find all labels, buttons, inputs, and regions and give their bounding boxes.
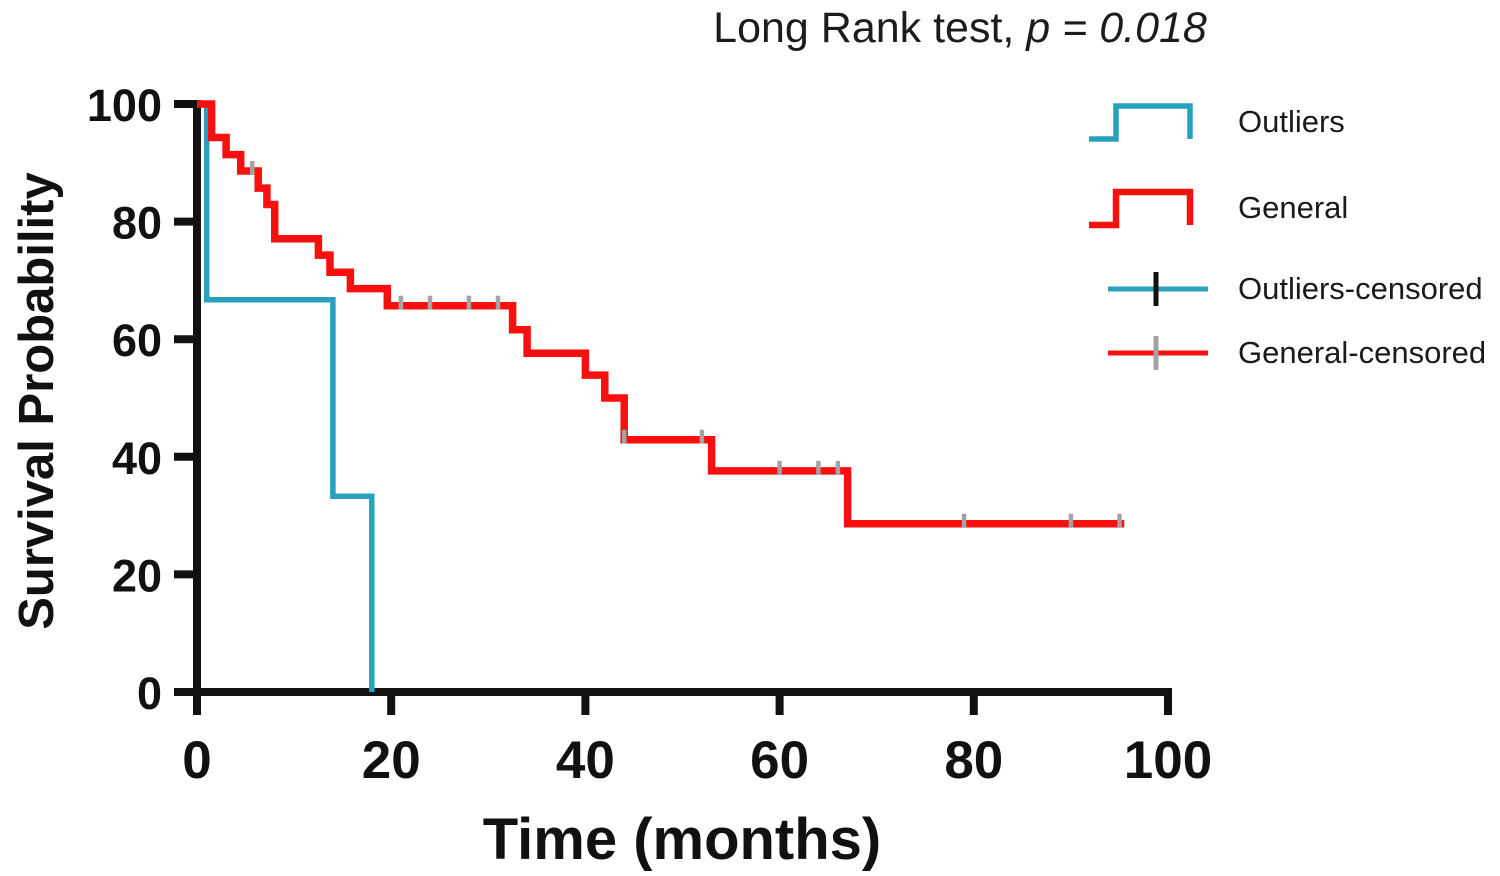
x-tick-label: 80	[944, 731, 1003, 790]
y-tick-label: 40	[112, 433, 162, 484]
outliers-curve	[197, 101, 375, 692]
x-axis-label: Time (months)	[482, 807, 882, 872]
legend-item-outliers: Outliers	[1086, 98, 1345, 146]
x-tick-label: 100	[1124, 731, 1212, 790]
legend-label: General-censored	[1238, 335, 1487, 370]
y-tick-label: 20	[112, 550, 162, 601]
outliers-step-icon	[1089, 103, 1193, 142]
y-tick-label: 80	[112, 198, 162, 249]
general-step-icon	[1089, 188, 1194, 229]
x-tick-label: 20	[362, 731, 421, 790]
legend-label: General	[1238, 190, 1349, 225]
x-tick-label: 0	[182, 731, 211, 790]
general-curve	[197, 100, 1125, 528]
chart-title-text: Long Rank test,	[713, 4, 1027, 52]
y-tick-label: 100	[87, 80, 162, 131]
outliers-censored-icon	[1108, 272, 1208, 306]
legend-label: Outliers-censored	[1238, 271, 1483, 306]
legend-item-outliers-censored: Outliers-censored	[1086, 265, 1483, 313]
x-tick-label: 40	[556, 731, 615, 790]
chart-title: Long Rank test, p = 0.018	[650, 4, 1270, 53]
general-censored-icon	[1108, 336, 1208, 370]
legend-item-general: General	[1086, 184, 1348, 232]
y-tick-label: 0	[137, 668, 162, 719]
legend-item-general-censored: General-censored	[1086, 329, 1486, 377]
y-axis-label: Survival Probability	[10, 172, 64, 630]
p-value-text: p = 0.018	[1026, 4, 1207, 52]
legend-label: Outliers	[1238, 104, 1345, 139]
y-tick-label: 60	[112, 315, 162, 366]
x-tick-label: 60	[750, 731, 809, 790]
